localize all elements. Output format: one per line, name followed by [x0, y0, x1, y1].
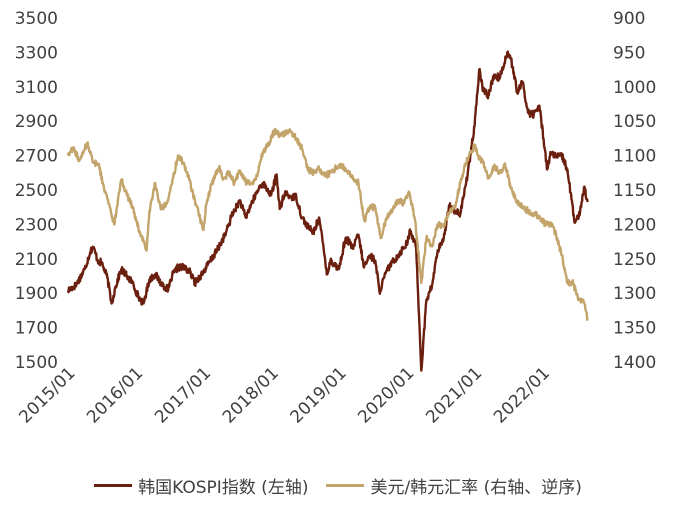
x-tick-label: 2021/01 [422, 363, 486, 427]
y-right-tick-label: 1000 [613, 78, 656, 98]
y-left-tick-label: 2500 [15, 181, 58, 201]
y-left-tick-label: 2900 [15, 112, 58, 132]
x-tick-label: 2022/01 [490, 363, 554, 427]
x-tick-label: 2019/01 [287, 363, 351, 427]
legend: 韩国KOSPI指数 (左轴) 美元/韩元汇率 (右轴、逆序) [0, 470, 676, 500]
y-right-axis: 900 950 1000 1050 1100 1150 1200 1250 1300 1350 14… [613, 9, 656, 373]
y-right-tick-label: 1400 [613, 353, 656, 373]
x-tick-label: 2016/01 [83, 363, 147, 427]
y-left-tick-label: 1500 [15, 353, 58, 373]
legend-swatch-kospi [94, 483, 133, 487]
y-right-tick-label: 1200 [613, 215, 656, 235]
y-left-tick-label: 1900 [15, 284, 58, 304]
legend-item-usd-krw: 美元/韩元汇率 (右轴、逆序) [326, 473, 582, 498]
y-right-tick-label: 1350 [613, 319, 656, 339]
y-right-tick-label: 1100 [613, 147, 656, 167]
x-tick-label: 2017/01 [151, 363, 215, 427]
y-right-tick-label: 950 [613, 43, 645, 63]
series-line-kospi [66, 50, 589, 372]
y-left-axis: 1500 1700 1900 2100 2300 2500 2700 2900 3100 3300… [15, 9, 58, 373]
y-right-tick-label: 1150 [613, 181, 656, 201]
x-axis: 2015/01 2016/01 2017/01 2018/01 2019/01 2020/… [15, 363, 554, 427]
series-line-usd-krw [66, 127, 589, 322]
x-tick-label: 2018/01 [219, 363, 283, 427]
x-tick-label: 2015/01 [15, 363, 79, 427]
legend-label-kospi: 韩国KOSPI指数 (左轴) [138, 477, 309, 498]
y-left-tick-label: 2700 [15, 147, 58, 167]
y-right-tick-label: 1250 [613, 250, 656, 270]
x-tick-label: 2020/01 [354, 363, 418, 427]
y-left-tick-label: 3500 [15, 9, 58, 29]
y-right-tick-label: 1300 [613, 284, 656, 304]
y-right-tick-label: 1050 [613, 112, 656, 132]
y-left-tick-label: 3300 [15, 43, 58, 63]
chart: 1500 1700 1900 2100 2300 2500 2700 2900 3100 3300… [15, 9, 657, 427]
y-left-tick-label: 2300 [15, 215, 58, 235]
legend-item-kospi: 韩国KOSPI指数 (左轴) [94, 473, 308, 498]
legend-label-usd-krw: 美元/韩元汇率 (右轴、逆序) [370, 477, 582, 498]
y-left-tick-label: 1700 [15, 319, 58, 339]
y-left-tick-label: 2100 [15, 250, 58, 270]
y-left-tick-label: 3100 [15, 78, 58, 98]
y-right-tick-label: 900 [613, 9, 645, 29]
legend-swatch-usd-krw [326, 483, 365, 487]
